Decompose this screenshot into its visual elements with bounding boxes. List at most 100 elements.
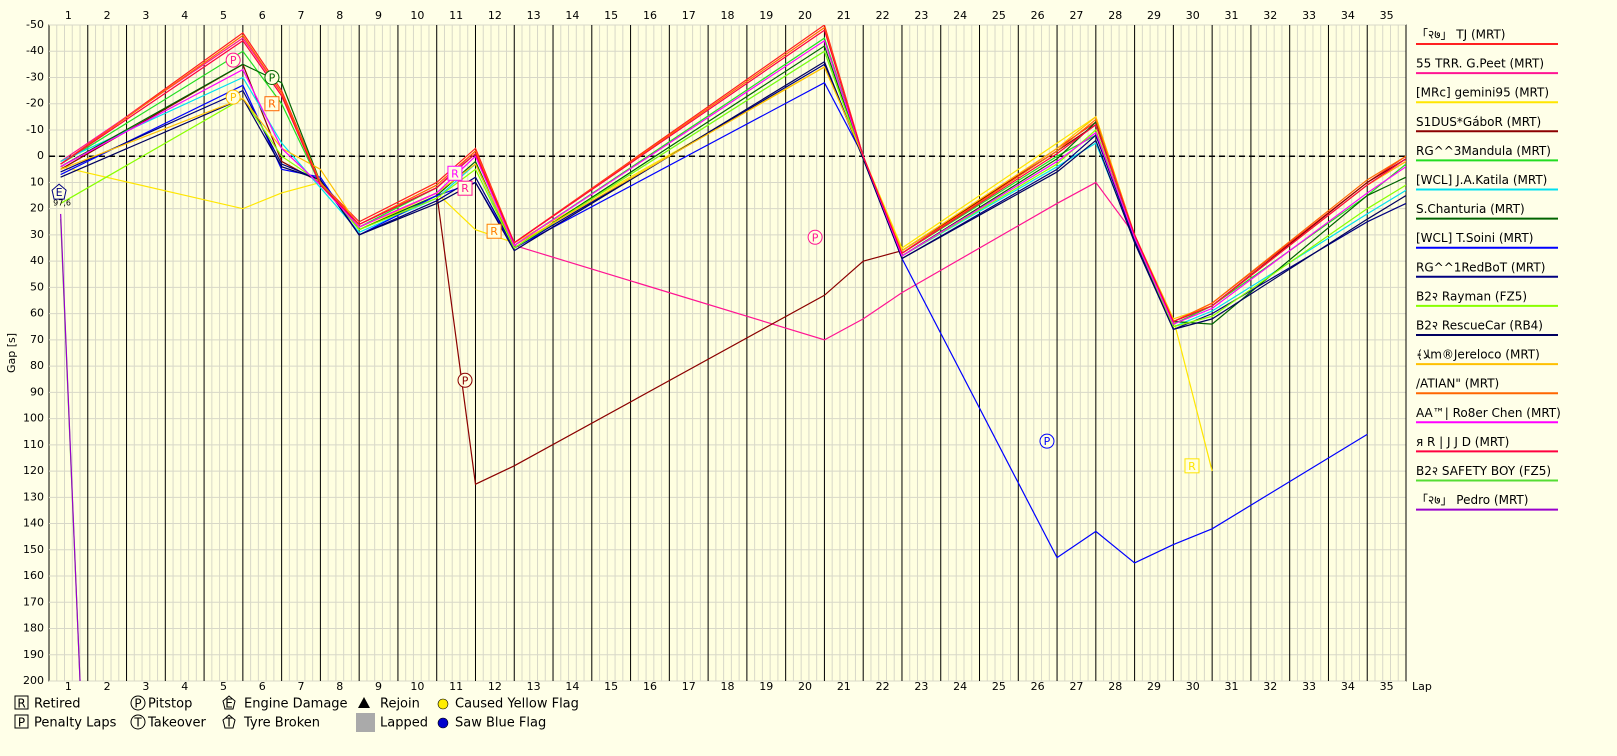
x-tick-label: 16 (643, 9, 657, 22)
x-tick-label: 19 (759, 9, 773, 22)
legend-label: 「२७」 Pedro (MRT) (1416, 493, 1528, 507)
legend-label: /ATIAN" (MRT) (1416, 377, 1499, 391)
marker-shape (264, 69, 280, 85)
x-tick-label: 20 (798, 9, 812, 22)
key-label: Pitstop (148, 697, 192, 712)
event-marker: P (457, 372, 473, 388)
key-symbol: R (17, 697, 25, 711)
key-icon (358, 697, 370, 708)
y-tick-label: 160 (23, 569, 44, 582)
event-marker: P (225, 52, 241, 68)
x-tick-label: 6 (259, 680, 266, 693)
marker-shape (264, 96, 280, 112)
legend-label: RG^^3Mandula (MRT) (1416, 144, 1551, 158)
y-tick-label: 110 (23, 438, 44, 451)
marker-shape (225, 52, 241, 68)
y-tick-label: 130 (23, 490, 44, 503)
y-axis-label: Gap [s] (5, 333, 18, 373)
x-tick-label: 16 (643, 680, 657, 693)
legend-label: AA™| Ro8er Chen (MRT) (1416, 406, 1561, 420)
x-tick-label: 35 (1380, 680, 1394, 693)
key-icon (130, 695, 146, 711)
y-tick-label: 90 (30, 385, 44, 398)
marker-shape (457, 180, 473, 196)
key-label: Penalty Laps (34, 716, 117, 731)
marker-shape (1039, 433, 1055, 449)
x-tick-label: 31 (1225, 680, 1239, 693)
y-tick-label: 190 (23, 648, 44, 661)
x-tick-label: 18 (721, 680, 735, 693)
x-tick-label: 5 (220, 9, 227, 22)
x-tick-label: 23 (914, 680, 928, 693)
x-tick-label: 21 (837, 680, 851, 693)
marker-label: P (462, 374, 469, 387)
y-tick-label: 60 (30, 307, 44, 320)
x-tick-label: 26 (1031, 9, 1045, 22)
x-tick-label: 20 (798, 680, 812, 693)
x-tick-label: 5 (220, 680, 227, 693)
y-tick-label: 150 (23, 543, 44, 556)
x-tick-label: 12 (488, 680, 502, 693)
legend-label: [WCL] T.Soini (MRT) (1416, 231, 1533, 245)
event-marker: P (264, 69, 280, 85)
x-tick-label: 34 (1341, 680, 1355, 693)
x-tick-label: 30 (1186, 9, 1200, 22)
marker-shape (447, 165, 463, 181)
x-tick-label: 10 (410, 9, 424, 22)
x-tick-label: 32 (1263, 9, 1277, 22)
legend-label: S.Chanturia (MRT) (1416, 202, 1525, 216)
y-tick-label: 120 (23, 464, 44, 477)
x-tick-label: 22 (876, 9, 890, 22)
y-tick-label: 20 (30, 202, 44, 215)
x-tick-label: 32 (1263, 680, 1277, 693)
marker-shape (51, 183, 67, 200)
x-tick-label: 22 (876, 680, 890, 693)
key-icon (356, 713, 375, 732)
key-label: Retired (34, 697, 80, 712)
y-tick-label: 10 (30, 175, 44, 188)
x-tick-label: 26 (1031, 680, 1045, 693)
x-tick-label: 31 (1225, 9, 1239, 22)
x-tick-label: 29 (1147, 680, 1161, 693)
marker-label: R (451, 167, 459, 180)
x-tick-label: 8 (336, 680, 343, 693)
x-tick-label: 25 (992, 9, 1006, 22)
legend-label: ﴾ﻼm®Jereloco (MRT) (1416, 348, 1540, 362)
marker-label: E (56, 186, 63, 199)
x-tick-label: 7 (298, 9, 305, 22)
x-tick-label: 6 (259, 9, 266, 22)
x-axis-label: Lap (1412, 680, 1432, 693)
x-tick-label: 33 (1302, 9, 1316, 22)
legend-label: [WCL] J.A.Katila (MRT) (1416, 173, 1547, 187)
x-tick-label: 2 (104, 9, 111, 22)
y-tick-label: 30 (30, 228, 44, 241)
x-tick-label: 17 (682, 680, 696, 693)
x-tick-label: 28 (1108, 680, 1122, 693)
key-symbol: P (18, 716, 25, 730)
key-symbol: T (224, 716, 233, 730)
x-tick-label: 35 (1380, 9, 1394, 22)
y-tick-label: 200 (23, 674, 44, 687)
x-tick-label: 8 (336, 9, 343, 22)
marker-shape (225, 89, 241, 105)
event-marker: R (457, 180, 473, 196)
marker-shape (1184, 458, 1200, 474)
x-tick-label: 27 (1069, 9, 1083, 22)
y-tick-label: 170 (23, 595, 44, 608)
y-tick-label: 180 (23, 622, 44, 635)
y-tick-label: 50 (30, 280, 44, 293)
x-tick-label: 4 (181, 9, 188, 22)
x-tick-label: 9 (375, 680, 382, 693)
y-tick-label: 100 (23, 412, 44, 425)
legend-label: S1DUS*GáboR (MRT) (1416, 115, 1541, 129)
key-symbol: P (134, 697, 141, 711)
key-icon (437, 717, 449, 729)
x-tick-label: 25 (992, 680, 1006, 693)
x-tick-label: 24 (953, 9, 967, 22)
series-line (60, 213, 81, 681)
marker-label: R (1188, 460, 1196, 473)
key-label: Rejoin (380, 697, 420, 712)
key-symbol: E (225, 697, 233, 711)
